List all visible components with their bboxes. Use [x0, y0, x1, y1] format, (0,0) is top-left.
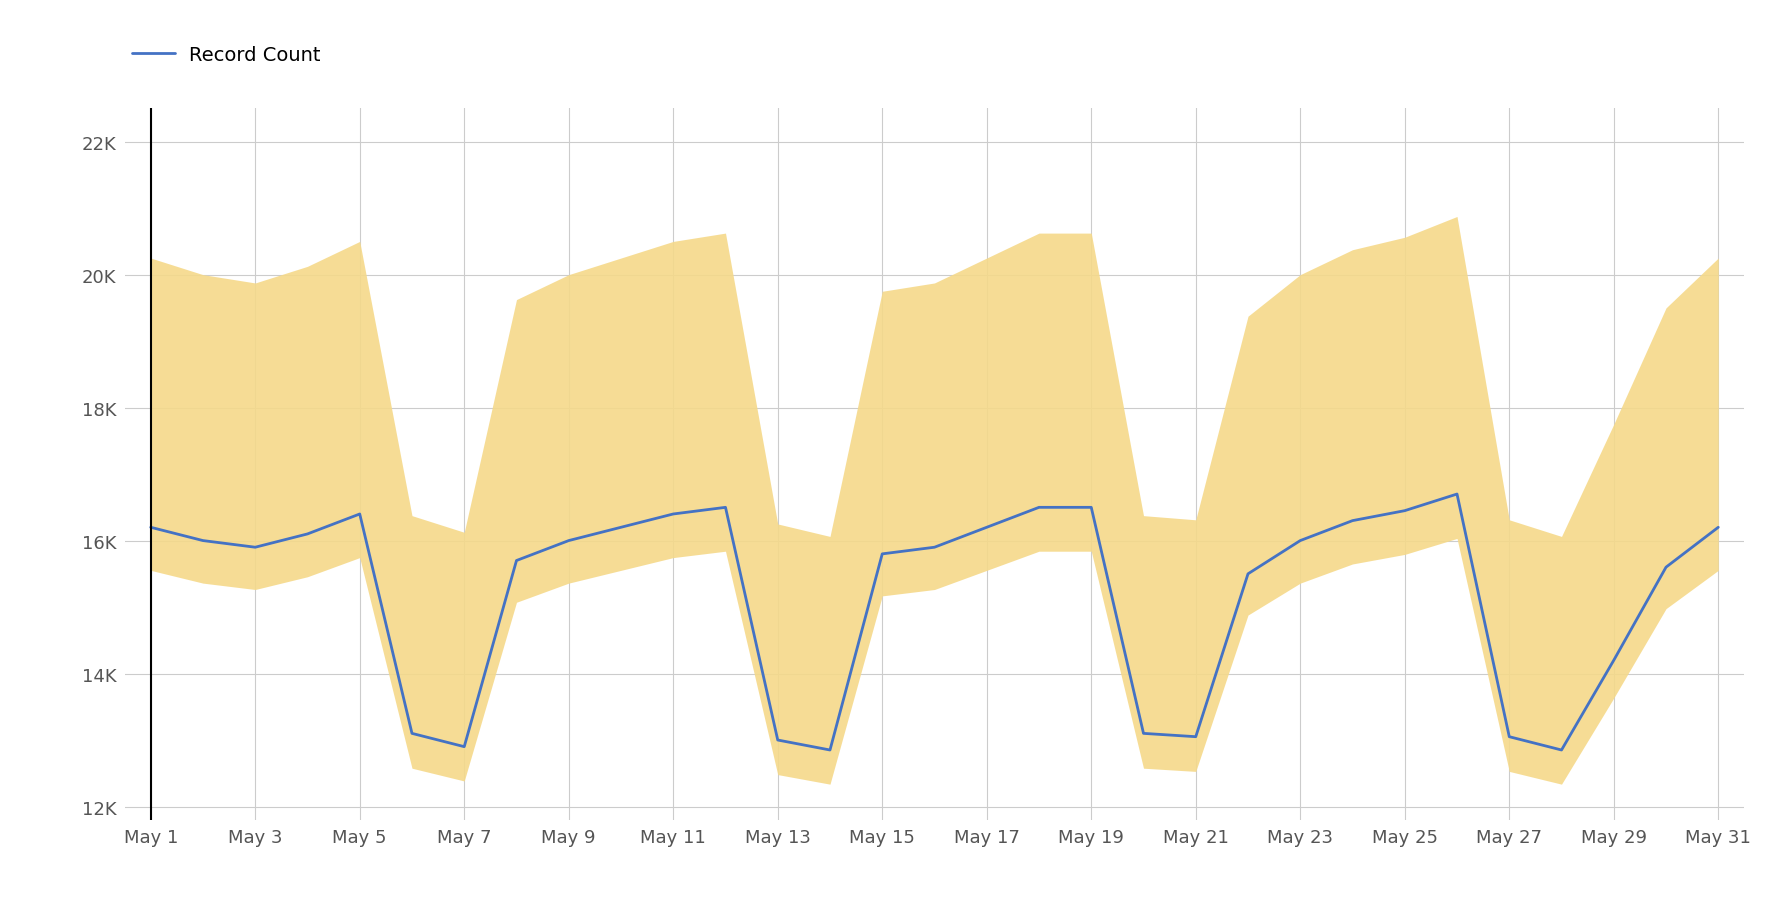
Record Count: [1185, 732, 1207, 742]
Record Count: [192, 536, 214, 547]
Record Count: [349, 509, 370, 520]
Record Count: [141, 522, 162, 533]
Record Count: [559, 536, 580, 547]
Line: Record Count: Record Count: [151, 495, 1718, 750]
Record Count: [1132, 728, 1153, 739]
Record Count: [1447, 489, 1468, 500]
Record Count: [400, 728, 422, 739]
Record Count: [1604, 655, 1625, 666]
Record Count: [662, 509, 684, 520]
Record Count: [506, 556, 527, 567]
Record Count: [1080, 502, 1102, 513]
Record Count: [767, 735, 789, 746]
Record Count: [1394, 506, 1415, 517]
Record Count: [244, 542, 265, 553]
Record Count: [454, 742, 475, 752]
Record Count: [716, 502, 737, 513]
Record Count: [924, 542, 945, 553]
Record Count: [872, 548, 894, 559]
Record Count: [1655, 562, 1677, 573]
Record Count: [611, 522, 632, 533]
Record Count: [1237, 568, 1258, 579]
Record Count: [1029, 502, 1050, 513]
Record Count: [975, 522, 997, 533]
Record Count: [819, 744, 840, 755]
Record Count: [297, 529, 319, 540]
Record Count: [1342, 516, 1363, 527]
Legend: Record Count: Record Count: [125, 38, 328, 73]
Record Count: [1550, 744, 1572, 755]
Record Count: [1289, 536, 1310, 547]
Record Count: [1499, 732, 1520, 742]
Record Count: [1707, 522, 1728, 533]
